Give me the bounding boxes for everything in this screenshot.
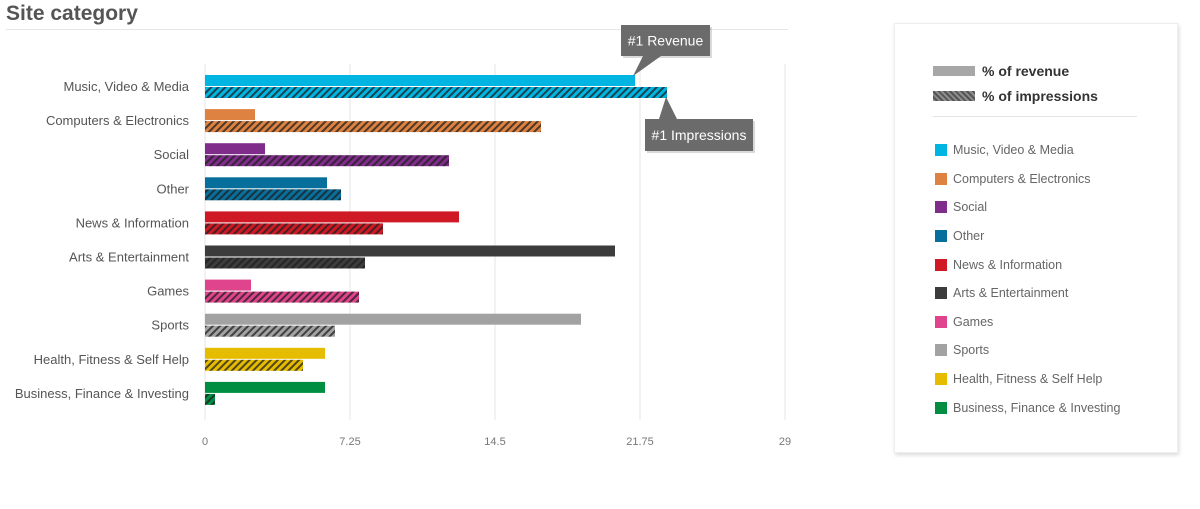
category-label-music-video-and-media: Music, Video & Media [64, 79, 190, 94]
annotations: #1 Revenue #1 Impressions [621, 25, 755, 153]
legend-item-music-video-and-media[interactable]: Music, Video & Media [935, 136, 1120, 165]
legend-item-arts-and-entertainment[interactable]: Arts & Entertainment [935, 279, 1120, 308]
bar-games-impressions[interactable] [205, 291, 359, 303]
legend-item-other[interactable]: Other [935, 222, 1120, 251]
bar-news-and-information-impressions[interactable] [205, 223, 383, 235]
bar-health-fitness-and-self-help-impressions[interactable] [205, 359, 303, 371]
bar-computers-and-electronics-revenue[interactable] [205, 109, 255, 121]
callout-1-impressions: #1 Impressions [645, 97, 755, 153]
bar-sports-revenue[interactable] [205, 313, 581, 325]
bars [205, 75, 667, 405]
legend-swatch [935, 144, 947, 157]
bar-music-video-and-media-revenue[interactable] [205, 75, 635, 86]
legend-swatch [935, 230, 947, 243]
legend-item-computers-and-electronics[interactable]: Computers & Electronics [935, 165, 1120, 194]
category-label-sports: Sports [151, 318, 189, 333]
callout-1-revenue: #1 Revenue [621, 25, 712, 76]
bar-business-finance-and-investing-impressions[interactable] [205, 393, 215, 405]
bar-other-impressions[interactable] [205, 189, 341, 201]
legend-swatch [935, 201, 947, 214]
legend-swatch [935, 172, 947, 185]
x-axis-ticks: 0 7.25 14.5 21.75 29 [202, 436, 791, 448]
title-divider [6, 29, 788, 30]
category-label-arts-and-entertainment: Arts & Entertainment [69, 250, 189, 265]
category-label-news-and-information: News & Information [76, 215, 189, 230]
x-tick-label: 0 [202, 436, 208, 448]
bar-chart: Music, Video & Media Computers & Electron… [15, 25, 791, 448]
bar-computers-and-electronics-impressions[interactable] [205, 121, 541, 133]
legend-divider [933, 116, 1137, 117]
legend-category-label: Other [953, 229, 985, 244]
x-tick-label: 29 [779, 436, 791, 448]
legend-item-impressions[interactable]: % of impressions [933, 83, 1098, 108]
page-title: Site category [6, 2, 138, 25]
bar-games-revenue[interactable] [205, 279, 251, 291]
legend-category-label: Arts & Entertainment [953, 286, 1069, 301]
category-label-health-fitness-and-self-help: Health, Fitness & Self Help [34, 352, 189, 367]
legend-label-impressions: % of impressions [982, 87, 1098, 104]
legend-item-business-finance-and-investing[interactable]: Business, Finance & Investing [935, 393, 1120, 422]
bar-business-finance-and-investing-revenue[interactable] [205, 381, 325, 393]
legend-category-label: Sports [953, 343, 990, 358]
legend-category-label: Music, Video & Media [953, 143, 1074, 158]
bar-other-revenue[interactable] [205, 177, 327, 189]
category-label-business-finance-and-investing: Business, Finance & Investing [15, 386, 189, 401]
category-label-social: Social [154, 147, 190, 162]
bar-social-revenue[interactable] [205, 143, 265, 155]
category-label-computers-and-electronics: Computers & Electronics [46, 113, 190, 128]
legend-swatch [935, 401, 947, 414]
legend-item-revenue[interactable]: % of revenue [933, 58, 1098, 83]
legend-category-label: Computers & Electronics [953, 171, 1091, 186]
x-tick-label: 7.25 [339, 436, 360, 448]
legend-categories: Music, Video & Media Computers & Electron… [935, 136, 1120, 422]
legend-category-label: Games [953, 314, 994, 329]
legend-series: % of revenue % of impressions [933, 58, 1098, 108]
legend-item-sports[interactable]: Sports [935, 336, 1120, 365]
legend-category-label: Health, Fitness & Self Help [953, 372, 1103, 387]
legend-category-label: News & Information [953, 257, 1063, 272]
legend-item-health-fitness-and-self-help[interactable]: Health, Fitness & Self Help [935, 365, 1120, 394]
legend-swatch [935, 344, 947, 357]
callout-text: #1 Revenue [628, 33, 704, 49]
legend-swatch [935, 373, 947, 386]
category-label-games: Games [147, 284, 189, 299]
legend-label-revenue: % of revenue [982, 62, 1070, 79]
x-tick-label: 14.5 [484, 436, 505, 448]
legend-swatch [935, 287, 947, 300]
bar-health-fitness-and-self-help-revenue[interactable] [205, 347, 325, 359]
bar-arts-and-entertainment-impressions[interactable] [205, 257, 365, 269]
legend-swatch [935, 315, 947, 328]
legend-item-games[interactable]: Games [935, 308, 1120, 337]
category-labels: Music, Video & Media Computers & Electron… [15, 79, 190, 401]
legend-item-news-and-information[interactable]: News & Information [935, 250, 1120, 279]
x-tick-label: 21.75 [626, 436, 654, 448]
legend-panel: % of revenue % of impressions Music, Vid… [894, 23, 1178, 453]
legend-swatch [935, 258, 947, 271]
bar-music-video-and-media-impressions[interactable] [205, 87, 667, 98]
bar-sports-impressions[interactable] [205, 325, 335, 337]
bar-news-and-information-revenue[interactable] [205, 211, 459, 223]
legend-swatch-solid [933, 65, 975, 76]
legend-category-label: Social [953, 200, 988, 215]
legend-category-label: Business, Finance & Investing [953, 400, 1121, 415]
callout-text: #1 Impressions [652, 127, 747, 143]
bar-social-impressions[interactable] [205, 155, 449, 167]
bar-arts-and-entertainment-revenue[interactable] [205, 245, 615, 257]
legend-swatch-hatched [933, 90, 975, 101]
category-label-other: Other [156, 181, 189, 196]
legend-item-social[interactable]: Social [935, 193, 1120, 222]
